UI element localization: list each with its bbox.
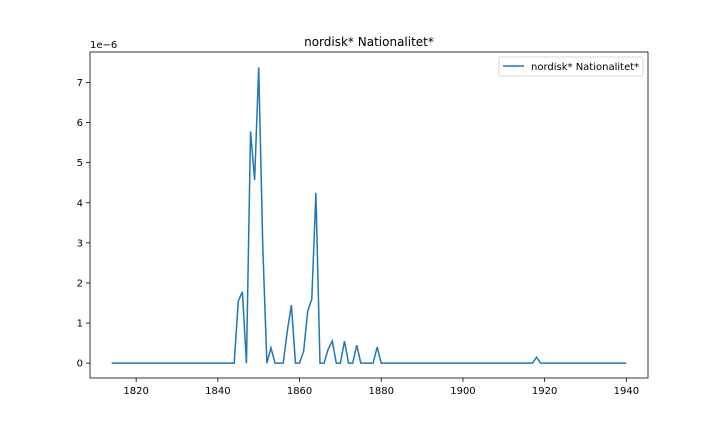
x-tick-label: 1920 (532, 386, 557, 397)
y-tick-label: 1 (77, 319, 83, 330)
x-tick-label: 1900 (450, 386, 475, 397)
y-tick-label: 0 (77, 359, 83, 370)
y-tick-label: 7 (77, 78, 83, 89)
x-tick-label: 1820 (123, 386, 148, 397)
y-tick-label: 5 (77, 158, 83, 169)
x-tick-label: 1840 (205, 386, 230, 397)
x-tick-label: 1940 (614, 386, 639, 397)
y-tick-label: 6 (77, 118, 83, 129)
y-tick-label: 4 (77, 198, 83, 209)
y-tick-label: 3 (77, 238, 83, 249)
y-tick-label: 2 (77, 278, 83, 289)
plot-frame (89, 51, 649, 379)
legend: nordisk* Nationalitet* (498, 56, 644, 77)
x-tick-label: 1880 (369, 386, 394, 397)
chart-title: nordisk* Nationalitet* (304, 35, 434, 49)
legend-box (498, 56, 644, 77)
x-tick-label: 1860 (287, 386, 312, 397)
y-offset-label: 1e−6 (90, 40, 117, 51)
legend-label: nordisk* Nationalitet* (531, 62, 639, 73)
series-line (111, 67, 627, 364)
